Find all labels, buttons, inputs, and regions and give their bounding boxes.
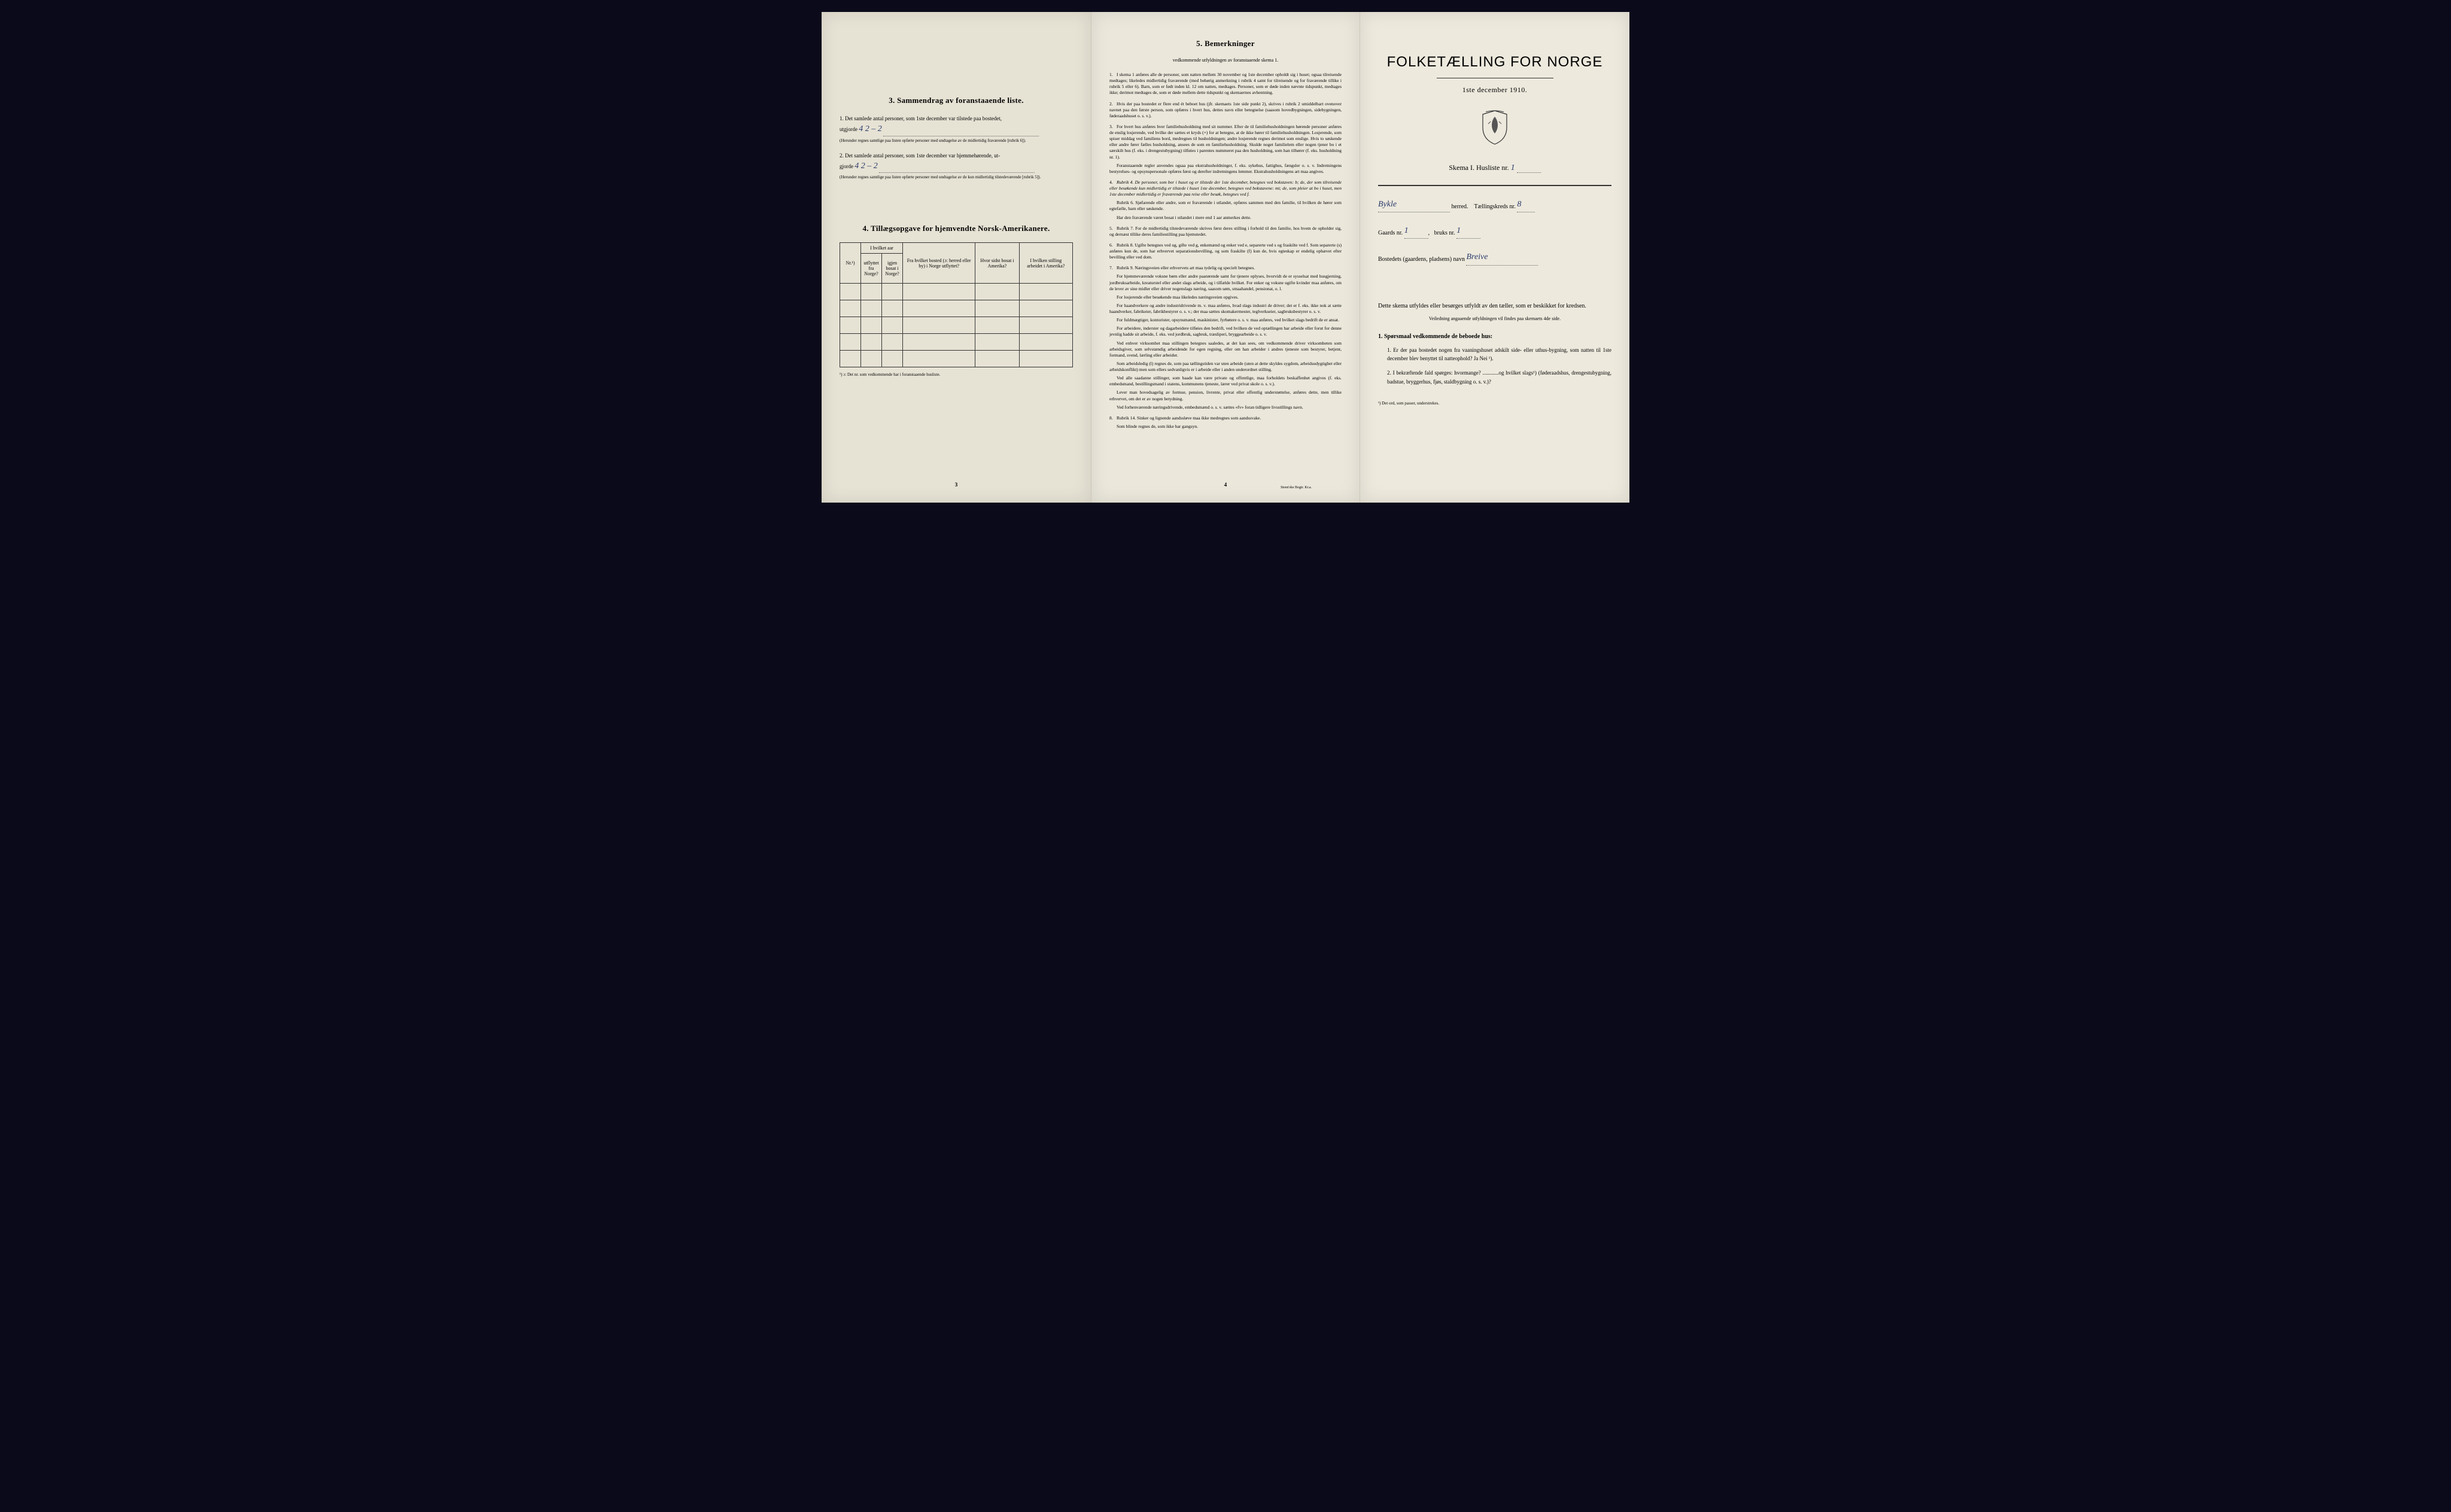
dotted-fill xyxy=(879,172,1035,173)
printer-mark: Steen'ske Bogtr. Kr.a. xyxy=(1281,486,1312,489)
section-5-title: 5. Bemerkninger xyxy=(1109,39,1342,48)
bruks-value: 1 xyxy=(1456,223,1480,239)
remark-2: 2.Hvis der paa bostedet er flere end ét … xyxy=(1109,101,1342,119)
skema-line: Skema I. Husliste nr. 1 xyxy=(1378,163,1611,173)
questions-heading: 1. Spørsmaal vedkommende de beboede hus: xyxy=(1378,333,1611,340)
page-left: 3. Sammendrag av foranstaaende liste. 1.… xyxy=(822,12,1091,503)
th-year: I hvilket aar xyxy=(861,243,903,254)
crest-icon xyxy=(1480,109,1510,145)
th-nr: Nr.¹) xyxy=(840,243,861,284)
section-4-title: 4. Tillægsopgave for hjemvendte Norsk-Am… xyxy=(840,224,1073,233)
table-emigrants: Nr.¹) I hvilket aar Fra hvilket bosted (… xyxy=(840,242,1073,367)
item-2-text: 2. Det samlede antal personer, som 1ste … xyxy=(840,153,1000,159)
herred-line: Bykle herred. Tællingskreds nr. 8 xyxy=(1378,197,1611,212)
table-row xyxy=(840,300,1073,317)
table-footnote: ¹) ɔ: Det nr. som vedkommende har i fora… xyxy=(840,372,1073,377)
divider-rule xyxy=(1378,185,1611,186)
th-returned: igjen bosat i Norge? xyxy=(882,254,903,284)
item-1-text: 1. Det samlede antal personer, som 1ste … xyxy=(840,115,1002,121)
remarks-list: 1.I skema 1 anføres alle de personer, so… xyxy=(1109,72,1342,430)
census-date: 1ste december 1910. xyxy=(1378,86,1611,95)
th-position: I hvilken stilling arbeidet i Amerika? xyxy=(1019,243,1072,284)
remark-5: 5.Rubrik 7. For de midlertidig tilstedev… xyxy=(1109,226,1342,238)
cover-footnote: ¹) Det ord, som passer, understrekes. xyxy=(1378,401,1611,406)
bosted-value: Breive xyxy=(1466,250,1538,265)
document-spread: 3. Sammendrag av foranstaaende liste. 1.… xyxy=(822,12,1629,503)
page-number-4: 4 xyxy=(1224,482,1227,488)
item-1: 1. Det samlede antal personer, som 1ste … xyxy=(840,114,1073,144)
bosted-line: Bostedets (gaardens, pladsens) navn Brei… xyxy=(1378,250,1611,265)
th-where: Hvor sidst bosat i Amerika? xyxy=(975,243,1019,284)
gaard-line: Gaards nr. 1, bruks nr. 1 xyxy=(1378,223,1611,239)
item-2-handwritten: 4 2 – 2 xyxy=(854,162,878,171)
table-row xyxy=(840,284,1073,300)
cover-instruction-1: Dette skema utfyldes eller besørges utfy… xyxy=(1378,302,1611,311)
page-middle: 5. Bemerkninger vedkommende utfyldningen… xyxy=(1091,12,1360,503)
census-title: FOLKETÆLLING FOR NORGE xyxy=(1378,54,1611,71)
section-5-subtitle: vedkommende utfyldningen av foranstaaend… xyxy=(1109,57,1342,63)
husliste-nr: 1 xyxy=(1511,163,1515,172)
th-from: Fra hvilket bosted (ɔ: herred eller by) … xyxy=(903,243,975,284)
cover-instruction-2: Veiledning angaaende utfyldningen vil fi… xyxy=(1378,316,1611,321)
remark-3: 3.For hvert hus anføres hver familiehush… xyxy=(1109,124,1342,175)
page-number-3: 3 xyxy=(955,482,958,488)
table-row xyxy=(840,317,1073,334)
item-2: 2. Det samlede antal personer, som 1ste … xyxy=(840,151,1073,181)
gaard-value: 1 xyxy=(1404,223,1428,239)
kreds-value: 8 xyxy=(1517,197,1535,212)
remark-4: 4.Rubrik 4. De personer, som bor i huset… xyxy=(1109,180,1342,221)
item-1-handwritten: 4 2 – 2 xyxy=(859,124,882,133)
coat-of-arms xyxy=(1378,109,1611,148)
table-row xyxy=(840,334,1073,351)
question-2: 2. I bekræftende fald spørges: hvormange… xyxy=(1387,369,1611,386)
question-1: 1. Er der paa bostedet nogen fra vaaning… xyxy=(1387,346,1611,363)
section-3-title: 3. Sammendrag av foranstaaende liste. xyxy=(840,96,1073,105)
remark-7: 7.Rubrik 9. Næringsveien eller erhvervet… xyxy=(1109,265,1342,410)
th-emigrated: utflyttet fra Norge? xyxy=(861,254,882,284)
table-row xyxy=(840,351,1073,367)
item-1-note: (Herunder regnes samtlige paa listen opf… xyxy=(840,138,1073,144)
item-1-utg: utgjorde xyxy=(840,126,857,132)
remark-6: 6.Rubrik 8. Ugifte betegnes ved ug, gift… xyxy=(1109,242,1342,260)
item-2-note: (Herunder regnes samtlige paa listen opf… xyxy=(840,175,1073,181)
remark-1: 1.I skema 1 anføres alle de personer, so… xyxy=(1109,72,1342,96)
page-right-cover: FOLKETÆLLING FOR NORGE 1ste december 191… xyxy=(1360,12,1629,503)
item-2-utg: gjorde xyxy=(840,163,853,169)
herred-value: Bykle xyxy=(1378,197,1450,212)
remark-8: 8.Rubrik 14. Sinker og lignende aandsslø… xyxy=(1109,415,1342,430)
